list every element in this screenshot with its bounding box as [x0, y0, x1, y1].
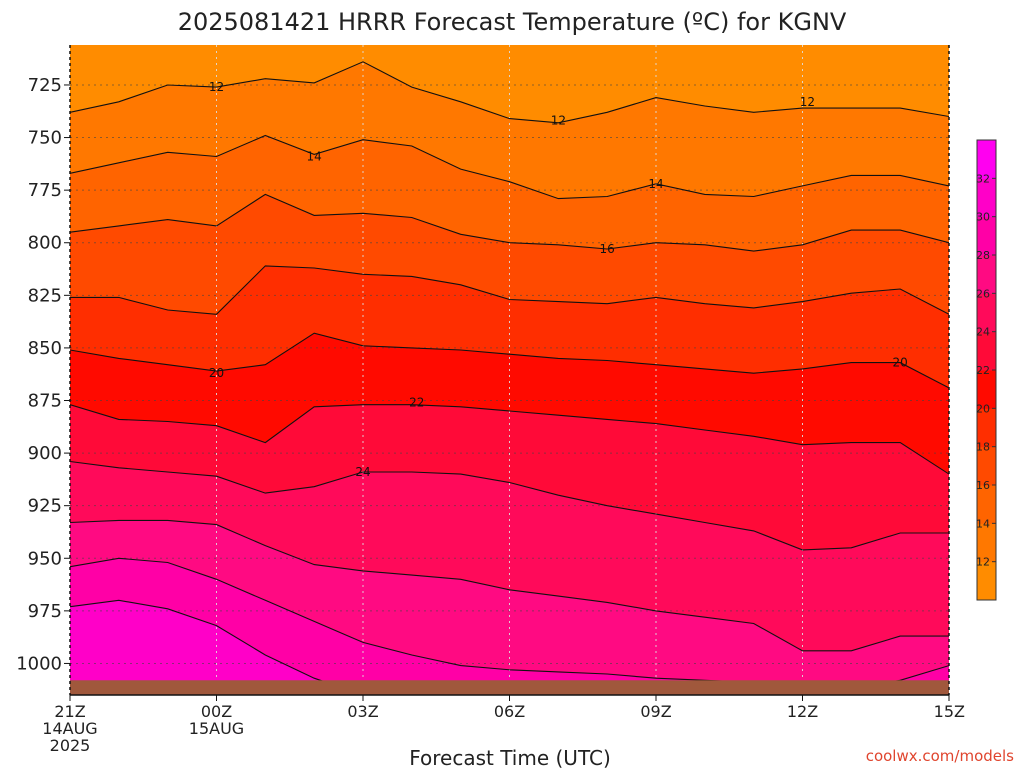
grid-lines	[70, 45, 949, 695]
chart-title: 2025081421 HRRR Forecast Temperature (ºC…	[178, 8, 847, 36]
x-tick-label-h15-0: 12Z	[787, 702, 818, 721]
contour-label-14: 14	[648, 177, 663, 191]
y-tick-label-975: 975	[28, 601, 62, 622]
x-tick-label-h6-0: 03Z	[347, 702, 378, 721]
colorbar-tick-label-30: 30	[976, 211, 990, 224]
ground-layer	[70, 680, 949, 695]
contour-18	[70, 265, 949, 315]
contour-30	[70, 599, 376, 695]
colorbar-swatch-18	[977, 408, 996, 448]
y-tick-label-775: 775	[28, 180, 62, 201]
y-tick-label-800: 800	[28, 233, 62, 254]
y-axis: 725 750 775 800 825 850 875 900 925 950 975 1000	[16, 75, 70, 674]
contour-12	[70, 61, 949, 124]
contour-24	[70, 460, 949, 551]
contour-label-22: 22	[409, 396, 424, 410]
colorbar-swatch-16	[977, 446, 996, 486]
colorbar-swatch-14	[977, 485, 996, 524]
colorbar-tick-label-20: 20	[976, 402, 990, 415]
y-tick-label-950: 950	[28, 548, 62, 569]
contour-label-16: 16	[600, 242, 615, 256]
colorbar: 12 14 16 18 20 22 24 26 28 30 32	[976, 139, 997, 601]
colorbar-swatch-10	[977, 561, 996, 601]
colorbar-tick-label-28: 28	[976, 249, 990, 262]
colorbar-tick-label-22: 22	[976, 364, 990, 377]
contour-28	[70, 557, 949, 695]
contour-20	[70, 332, 949, 389]
contour-22	[70, 404, 949, 475]
x-tick-label-h12-0: 09Z	[640, 702, 671, 721]
contour-label-20: 20	[209, 366, 224, 380]
y-tick-label-925: 925	[28, 496, 62, 517]
colorbar-swatch-30	[977, 178, 996, 218]
y-tick-label-1000: 1000	[16, 653, 62, 674]
x-axis-label: Forecast Time (UTC)	[409, 746, 611, 768]
contour-label-12: 12	[800, 95, 815, 109]
band-gt-30	[70, 600, 363, 695]
temperature-bands	[70, 45, 949, 695]
contour-labels: 12 12 12 14 14 16 20 20 22 24	[209, 80, 908, 479]
contour-label-24: 24	[355, 465, 370, 479]
colorbar-tick-label-16: 16	[976, 479, 990, 492]
x-tick-label-h18-0: 15Z	[934, 702, 965, 721]
x-tick-label-h3-0: 00Z	[201, 702, 232, 721]
colorbar-tick-label-18: 18	[976, 441, 990, 454]
colorbar-tick-label-24: 24	[976, 326, 990, 339]
contour-26	[70, 519, 949, 652]
contour-16	[70, 193, 949, 252]
contour-label-20: 20	[893, 356, 908, 370]
contour-label-12: 12	[209, 80, 224, 94]
y-tick-label-850: 850	[28, 338, 62, 359]
colorbar-swatch-32	[977, 140, 996, 179]
credit-text: coolwx.com/models	[866, 747, 1014, 765]
ground-surface	[70, 680, 949, 695]
colorbar-tick-label-14: 14	[976, 517, 990, 530]
colorbar-swatch-28	[977, 216, 996, 256]
colorbar-tick-label-26: 26	[976, 287, 990, 300]
y-tick-label-725: 725	[28, 75, 62, 96]
band-gt-28	[70, 558, 949, 695]
y-tick-label-900: 900	[28, 443, 62, 464]
colorbar-swatch-26	[977, 255, 996, 294]
y-tick-label-750: 750	[28, 128, 62, 149]
x-tick-label-h0-2: 2025	[50, 736, 91, 755]
plot-area	[70, 45, 949, 695]
x-tick-label-h0-0: 21Z	[54, 702, 85, 721]
colorbar-swatch-12	[977, 523, 996, 563]
colorbar-swatch-24	[977, 293, 996, 333]
x-tick-label-h0-1: 14AUG	[42, 719, 97, 738]
contour-lines	[70, 61, 949, 695]
colorbar-tick-label-32: 32	[976, 172, 990, 185]
contour-14	[70, 134, 949, 200]
contour-label-12: 12	[551, 114, 566, 128]
x-tick-label-h3-1: 15AUG	[189, 719, 244, 738]
colorbar-swatch-20	[977, 370, 996, 409]
contour-label-14: 14	[307, 149, 322, 163]
colorbar-swatch-22	[977, 331, 996, 371]
x-tick-label-h9-0: 06Z	[494, 702, 525, 721]
colorbar-tick-label-12: 12	[976, 556, 990, 569]
y-tick-label-825: 825	[28, 285, 62, 306]
y-tick-label-875: 875	[28, 391, 62, 412]
